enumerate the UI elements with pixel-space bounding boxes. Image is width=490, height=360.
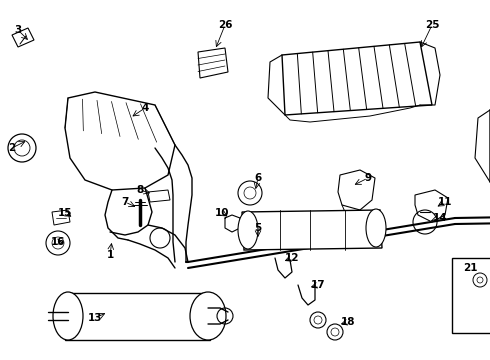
Text: 4: 4 (141, 103, 148, 113)
Text: 8: 8 (136, 185, 144, 195)
Polygon shape (148, 190, 170, 202)
Text: 10: 10 (215, 208, 229, 218)
Polygon shape (52, 210, 70, 225)
Ellipse shape (190, 292, 226, 340)
Text: 2: 2 (8, 143, 16, 153)
Polygon shape (282, 42, 432, 115)
Ellipse shape (53, 292, 83, 340)
Text: 9: 9 (365, 173, 371, 183)
Text: 12: 12 (285, 253, 299, 263)
Text: 6: 6 (254, 173, 262, 183)
Text: 1: 1 (106, 250, 114, 260)
Text: 7: 7 (122, 197, 129, 207)
Polygon shape (338, 170, 375, 210)
Text: 17: 17 (311, 280, 325, 290)
Text: 3: 3 (14, 25, 22, 35)
Text: 5: 5 (254, 223, 262, 233)
Polygon shape (415, 190, 448, 222)
Polygon shape (65, 92, 175, 190)
Polygon shape (198, 48, 228, 78)
Ellipse shape (238, 211, 258, 249)
Polygon shape (242, 210, 382, 250)
Polygon shape (12, 28, 34, 47)
Text: 21: 21 (463, 263, 477, 273)
Polygon shape (65, 293, 210, 340)
Text: 18: 18 (341, 317, 355, 327)
Text: 26: 26 (218, 20, 232, 30)
Text: 16: 16 (51, 237, 65, 247)
Text: 14: 14 (433, 213, 447, 223)
Text: 25: 25 (425, 20, 439, 30)
Text: 15: 15 (58, 208, 72, 218)
Text: 11: 11 (438, 197, 452, 207)
Bar (452, 258, 490, 333)
Text: 13: 13 (88, 313, 102, 323)
Ellipse shape (366, 209, 386, 247)
